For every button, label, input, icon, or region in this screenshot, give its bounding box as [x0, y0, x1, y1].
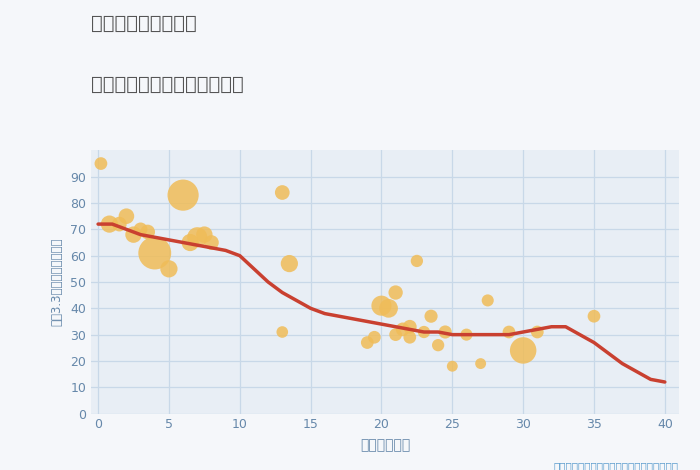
- Point: [397, 326, 408, 333]
- Point: [199, 231, 210, 238]
- Point: [95, 160, 106, 167]
- Point: [185, 239, 196, 246]
- Point: [206, 239, 217, 246]
- Point: [276, 328, 288, 336]
- Point: [178, 191, 189, 199]
- Text: 円の大きさは、取引のあった物件面積を示す: 円の大きさは、取引のあった物件面積を示す: [554, 461, 679, 470]
- Point: [163, 265, 174, 273]
- Point: [419, 328, 430, 336]
- Point: [276, 189, 288, 196]
- Point: [589, 313, 600, 320]
- Point: [433, 341, 444, 349]
- Point: [532, 328, 543, 336]
- Point: [113, 220, 125, 228]
- Point: [104, 220, 115, 228]
- Point: [404, 334, 415, 341]
- Point: [284, 260, 295, 267]
- Point: [362, 339, 373, 346]
- Text: 築年数別中古マンション価格: 築年数別中古マンション価格: [91, 75, 244, 94]
- Point: [142, 228, 153, 236]
- Point: [447, 362, 458, 370]
- X-axis label: 築年数（年）: 築年数（年）: [360, 439, 410, 453]
- Point: [121, 212, 132, 220]
- Point: [404, 323, 415, 330]
- Point: [475, 360, 486, 368]
- Point: [128, 231, 139, 238]
- Point: [376, 302, 387, 309]
- Point: [517, 347, 528, 354]
- Point: [440, 328, 451, 336]
- Point: [503, 328, 514, 336]
- Point: [369, 334, 380, 341]
- Point: [461, 331, 472, 338]
- Point: [390, 289, 401, 296]
- Point: [383, 305, 394, 312]
- Point: [192, 234, 203, 241]
- Point: [426, 313, 437, 320]
- Point: [412, 257, 423, 265]
- Point: [482, 297, 493, 304]
- Point: [390, 331, 401, 338]
- Text: 三重県鈴鹿市郡山町: 三重県鈴鹿市郡山町: [91, 14, 197, 33]
- Point: [149, 249, 160, 257]
- Point: [135, 226, 146, 233]
- Y-axis label: 平（3.3㎡）単価（万円）: 平（3.3㎡）単価（万円）: [50, 238, 63, 326]
